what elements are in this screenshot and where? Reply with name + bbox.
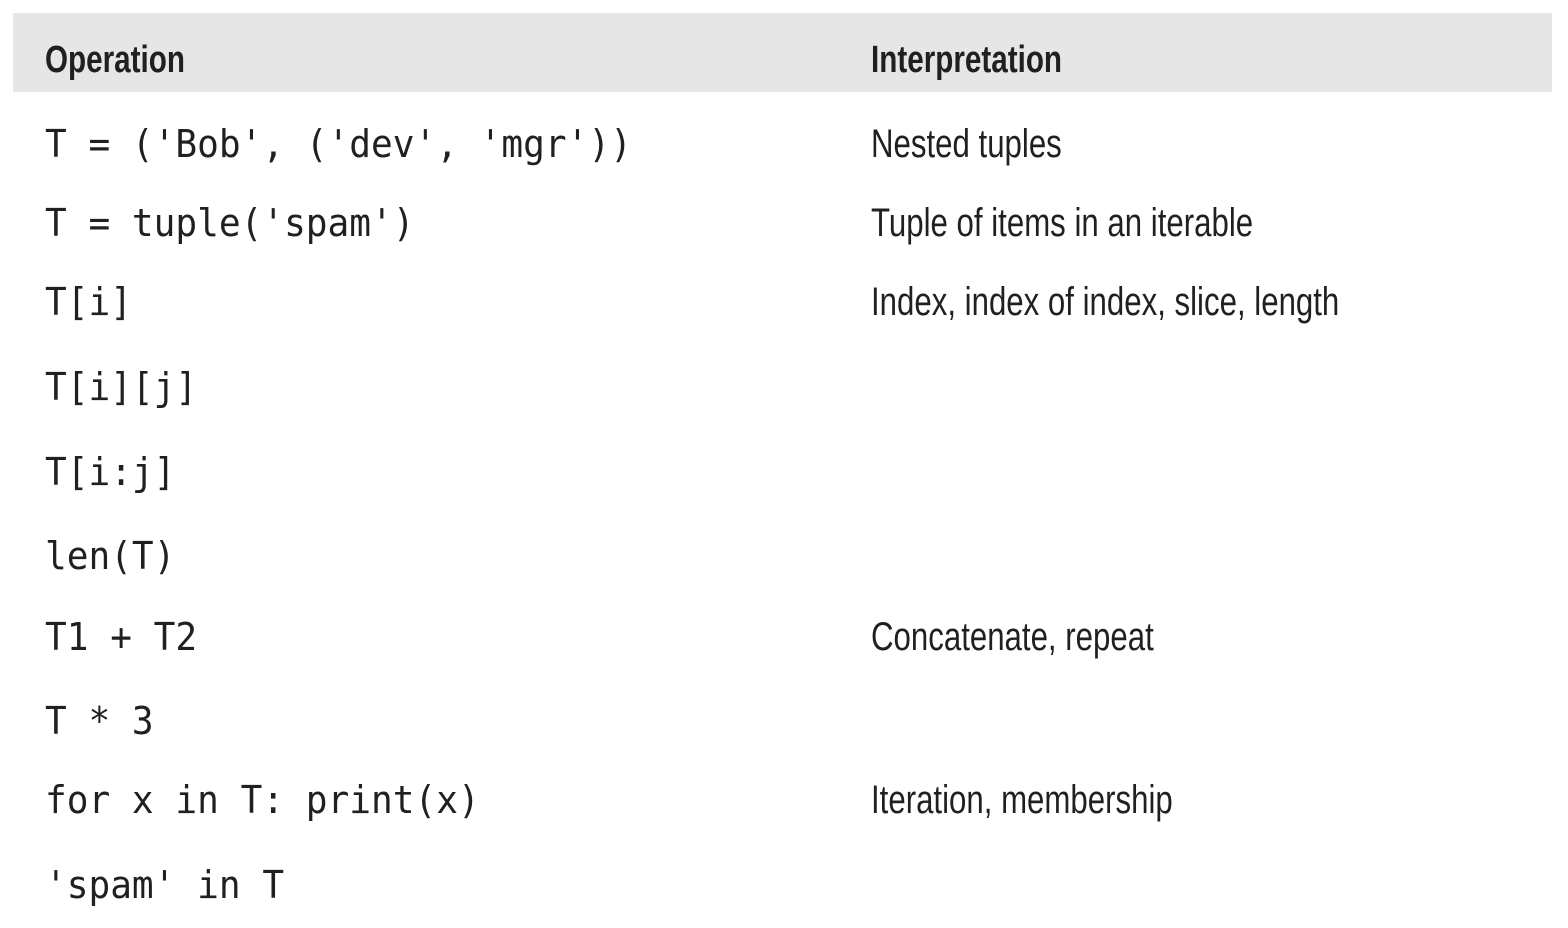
table-row: T * 3 <box>13 691 1552 751</box>
table-row: 'spam' in T <box>13 855 1552 915</box>
table-row: T[i] Index, index of index, slice, lengt… <box>13 272 1552 332</box>
header-operation: Operation <box>45 39 185 81</box>
table-row: T = ('Bob', ('dev', 'mgr')) Nested tuple… <box>13 114 1552 174</box>
table-row: T[i:j] <box>13 442 1552 502</box>
table-row: T = tuple('spam') Tuple of items in an i… <box>13 193 1552 253</box>
table-row: len(T) <box>13 526 1552 586</box>
operation-cell: 'spam' in T <box>45 863 285 907</box>
operation-cell: len(T) <box>45 534 176 578</box>
table-row: for x in T: print(x) Iteration, membersh… <box>13 770 1552 830</box>
operation-cell: for x in T: print(x) <box>45 778 480 822</box>
operation-cell: T1 + T2 <box>45 615 198 659</box>
operation-cell: T = tuple('spam') <box>45 201 415 245</box>
interpretation-cell: Iteration, membership <box>871 778 1173 822</box>
table-row: T1 + T2 Concatenate, repeat <box>13 607 1552 667</box>
table-header: Operation Interpretation <box>13 13 1552 92</box>
interpretation-cell: Index, index of index, slice, length <box>871 280 1340 324</box>
operations-table: Operation Interpretation T = ('Bob', ('d… <box>13 13 1552 907</box>
table-row: T[i][j] <box>13 357 1552 417</box>
interpretation-cell: Nested tuples <box>871 122 1062 166</box>
operation-cell: T[i:j] <box>45 450 176 494</box>
header-interpretation: Interpretation <box>871 39 1063 81</box>
operation-cell: T * 3 <box>45 699 154 743</box>
interpretation-cell: Tuple of items in an iterable <box>871 201 1254 245</box>
operation-cell: T[i][j] <box>45 365 198 409</box>
interpretation-cell: Concatenate, repeat <box>871 615 1154 659</box>
operation-cell: T = ('Bob', ('dev', 'mgr')) <box>45 122 632 166</box>
operation-cell: T[i] <box>45 280 132 324</box>
